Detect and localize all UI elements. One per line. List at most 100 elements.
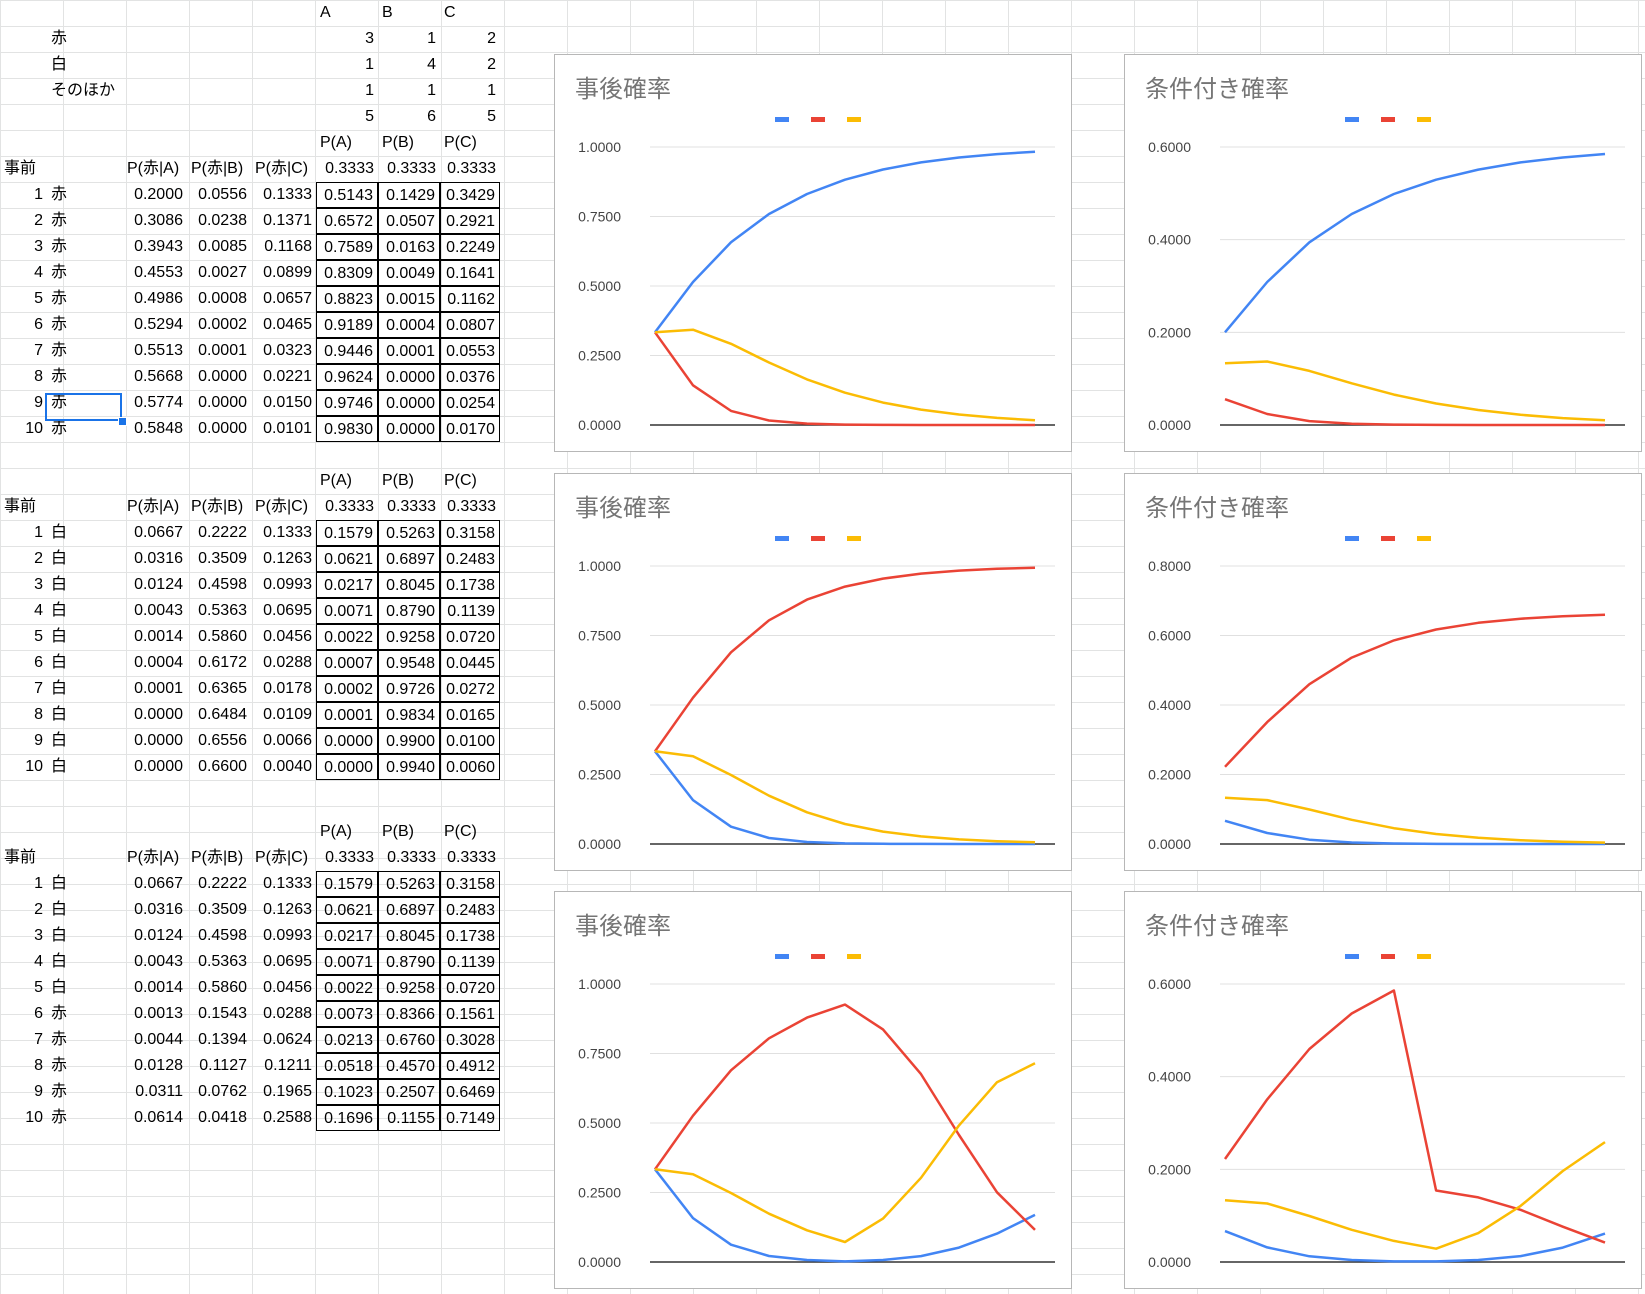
conditional-prob-cell[interactable]: 0.1263 (263, 901, 312, 918)
posterior-prob-cell[interactable]: 0.9940 (378, 754, 440, 780)
trial-number-cell[interactable]: 6 (34, 654, 43, 671)
conditional-prob-cell[interactable]: 0.5294 (134, 316, 183, 333)
conditional-prob-cell[interactable]: 0.5860 (198, 979, 247, 996)
posterior-prob-cell[interactable]: 0.4570 (378, 1053, 440, 1079)
posterior-prob-cell[interactable]: 0.9830 (316, 416, 378, 442)
posterior-prob-cell[interactable]: 0.0163 (378, 234, 440, 260)
posterior-prob-cell[interactable]: 0.2483 (440, 897, 500, 923)
conditional-prob-cell[interactable]: 0.0456 (263, 628, 312, 645)
posterior-prob-cell[interactable]: 0.0001 (316, 702, 378, 728)
conditional-prob-cell[interactable]: 0.0316 (134, 901, 183, 918)
conditional-prob-cell[interactable]: 0.0178 (263, 680, 312, 697)
prob-header-cell[interactable]: P(B) (382, 472, 414, 489)
chart-conditional-2[interactable]: 条件付き確率 0.0000 0.2000 0.4000 0.6000 0.8000 (1124, 473, 1642, 871)
posterior-prob-cell[interactable]: 0.0213 (316, 1027, 378, 1053)
conditional-prob-cell[interactable]: 0.1333 (263, 875, 312, 892)
conditional-prob-cell[interactable]: 0.0150 (263, 394, 312, 411)
ball-color-cell[interactable]: 白 (51, 576, 68, 593)
conditional-prob-cell[interactable]: 0.1263 (263, 550, 312, 567)
ball-color-cell[interactable]: 白 (51, 732, 68, 749)
posterior-prob-cell[interactable]: 0.6469 (440, 1079, 500, 1105)
header-cell-c[interactable]: C (444, 4, 456, 21)
ball-color-cell[interactable]: 赤 (51, 1083, 68, 1100)
posterior-prob-cell[interactable]: 0.9258 (378, 975, 440, 1001)
cond-header-cell[interactable]: P(赤|A) (127, 498, 180, 515)
posterior-prob-cell[interactable]: 0.0022 (316, 975, 378, 1001)
posterior-prob-cell[interactable]: 0.2507 (378, 1079, 440, 1105)
conditional-prob-cell[interactable]: 0.0695 (263, 602, 312, 619)
ball-color-cell[interactable]: 赤 (51, 1005, 68, 1022)
conditional-prob-cell[interactable]: 0.3943 (134, 238, 183, 255)
prior-value-cell[interactable]: 0.3333 (387, 498, 436, 515)
trial-number-cell[interactable]: 6 (34, 1005, 43, 1022)
trial-number-cell[interactable]: 4 (34, 602, 43, 619)
prob-header-cell[interactable]: P(C) (444, 472, 477, 489)
ball-color-cell[interactable]: 白 (51, 602, 68, 619)
posterior-prob-cell[interactable]: 0.9726 (378, 676, 440, 702)
ball-color-cell[interactable]: 白 (51, 953, 68, 970)
conditional-prob-cell[interactable]: 0.0238 (198, 212, 247, 229)
conditional-prob-cell[interactable]: 0.0993 (263, 576, 312, 593)
row-label-cell[interactable]: 白 (51, 56, 68, 73)
trial-number-cell[interactable]: 2 (34, 550, 43, 567)
trial-number-cell[interactable]: 8 (34, 706, 43, 723)
posterior-prob-cell[interactable]: 0.0272 (440, 676, 500, 702)
value-cell[interactable]: 1 (365, 56, 374, 73)
trial-number-cell[interactable]: 7 (34, 1031, 43, 1048)
posterior-prob-cell[interactable]: 0.6897 (378, 897, 440, 923)
conditional-prob-cell[interactable]: 0.0085 (198, 238, 247, 255)
posterior-prob-cell[interactable]: 0.8790 (378, 598, 440, 624)
conditional-prob-cell[interactable]: 0.6556 (198, 732, 247, 749)
chart-conditional-3[interactable]: 条件付き確率 0.0000 0.2000 0.4000 0.6000 (1124, 891, 1642, 1289)
conditional-prob-cell[interactable]: 0.1333 (263, 186, 312, 203)
prior-value-cell[interactable]: 0.3333 (325, 498, 374, 515)
selected-cell[interactable] (45, 393, 122, 421)
conditional-prob-cell[interactable]: 0.0624 (263, 1031, 312, 1048)
posterior-prob-cell[interactable]: 0.0807 (440, 312, 500, 338)
posterior-prob-cell[interactable]: 0.9900 (378, 728, 440, 754)
conditional-prob-cell[interactable]: 0.0043 (134, 953, 183, 970)
conditional-prob-cell[interactable]: 0.3509 (198, 550, 247, 567)
posterior-prob-cell[interactable]: 0.0217 (316, 923, 378, 949)
posterior-prob-cell[interactable]: 0.9189 (316, 312, 378, 338)
posterior-prob-cell[interactable]: 0.0170 (440, 416, 500, 442)
header-cell-a[interactable]: A (320, 4, 331, 21)
ball-color-cell[interactable]: 白 (51, 758, 68, 775)
conditional-prob-cell[interactable]: 0.1965 (263, 1083, 312, 1100)
posterior-prob-cell[interactable]: 0.0254 (440, 390, 500, 416)
conditional-prob-cell[interactable]: 0.0014 (134, 628, 183, 645)
posterior-prob-cell[interactable]: 0.2483 (440, 546, 500, 572)
posterior-prob-cell[interactable]: 0.0376 (440, 364, 500, 390)
posterior-prob-cell[interactable]: 0.0000 (378, 416, 440, 442)
conditional-prob-cell[interactable]: 0.0899 (263, 264, 312, 281)
conditional-prob-cell[interactable]: 0.0323 (263, 342, 312, 359)
conditional-prob-cell[interactable]: 0.0316 (134, 550, 183, 567)
conditional-prob-cell[interactable]: 0.3509 (198, 901, 247, 918)
conditional-prob-cell[interactable]: 0.5860 (198, 628, 247, 645)
posterior-prob-cell[interactable]: 0.5143 (316, 182, 378, 208)
conditional-prob-cell[interactable]: 0.0311 (135, 1083, 183, 1100)
posterior-prob-cell[interactable]: 0.0553 (440, 338, 500, 364)
conditional-prob-cell[interactable]: 0.6600 (198, 758, 247, 775)
chart-conditional-1[interactable]: 条件付き確率 0.0000 0.2000 0.4000 0.6000 (1124, 54, 1642, 452)
chart-posterior-1[interactable]: 事後確率 0.0000 0.2500 0.5000 0.7500 1.0000 (554, 54, 1072, 452)
posterior-prob-cell[interactable]: 0.0000 (316, 728, 378, 754)
posterior-prob-cell[interactable]: 0.3429 (440, 182, 500, 208)
ball-color-cell[interactable]: 赤 (51, 1057, 68, 1074)
posterior-prob-cell[interactable]: 0.1139 (440, 949, 500, 975)
conditional-prob-cell[interactable]: 0.0000 (134, 758, 183, 775)
cond-header-cell[interactable]: P(赤|C) (255, 160, 309, 177)
conditional-prob-cell[interactable]: 0.0667 (134, 875, 183, 892)
conditional-prob-cell[interactable]: 0.5668 (134, 368, 183, 385)
prob-header-cell[interactable]: P(A) (320, 134, 352, 151)
conditional-prob-cell[interactable]: 0.5513 (134, 342, 183, 359)
prior-value-cell[interactable]: 0.3333 (387, 160, 436, 177)
ball-color-cell[interactable]: 赤 (51, 264, 68, 281)
ball-color-cell[interactable]: 赤 (51, 1031, 68, 1048)
ball-color-cell[interactable]: 赤 (51, 342, 68, 359)
prob-header-cell[interactable]: P(B) (382, 823, 414, 840)
conditional-prob-cell[interactable]: 0.1371 (263, 212, 312, 229)
conditional-prob-cell[interactable]: 0.0000 (134, 706, 183, 723)
conditional-prob-cell[interactable]: 0.0044 (134, 1031, 183, 1048)
prior-value-cell[interactable]: 0.3333 (447, 498, 496, 515)
